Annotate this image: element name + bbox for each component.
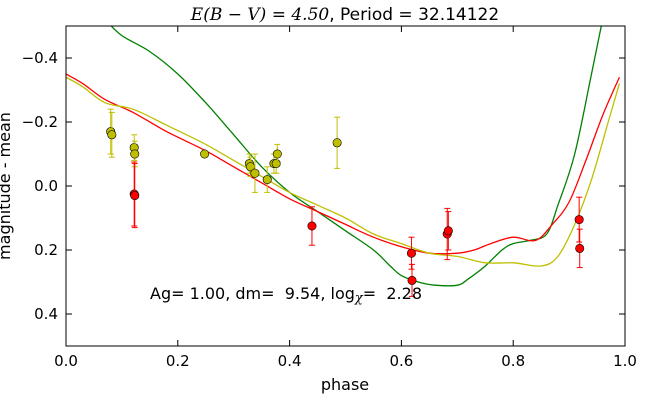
data-point: [262, 175, 272, 185]
x-tick-label: 0.0: [54, 352, 78, 370]
fit-annotation-chi: χ: [354, 291, 364, 306]
data-point: [130, 191, 140, 201]
data-point: [250, 168, 260, 178]
x-tick-label: 1.0: [613, 352, 637, 370]
y-tick-label: 0.2: [34, 241, 58, 259]
data-points: [106, 108, 585, 297]
data-point: [272, 149, 282, 159]
chart-title-math: E(B − V) = 4.50: [190, 5, 330, 25]
fit-curve-4: [66, 76, 621, 267]
data-point: [575, 243, 585, 253]
y-tick-label: 0.0: [34, 177, 58, 195]
x-tick-label: 0.6: [389, 352, 413, 370]
y-axis-label: magnitude - mean: [0, 112, 14, 260]
data-point: [130, 149, 140, 159]
data-point: [574, 215, 584, 225]
chart-title-text: , Period = 32.14122: [329, 5, 499, 25]
x-axis-ticks: 0.0 0.2 0.4 0.6 0.8 1.0: [54, 26, 637, 370]
fit-annotation-prefix: Ag= 1.00, dm= 9.54, log: [150, 284, 355, 303]
y-tick-label: −0.4: [22, 49, 58, 67]
data-point: [107, 130, 117, 140]
data-point: [407, 275, 417, 285]
data-point: [443, 226, 453, 236]
fit-curve-3: [66, 73, 620, 255]
data-point: [406, 248, 416, 258]
data-point: [332, 138, 342, 148]
x-axis-label: phase: [321, 375, 369, 394]
data-point: [307, 221, 317, 231]
fit-curve-2: [110, 26, 602, 287]
fit-curves: [66, 26, 621, 287]
x-tick-label: 0.4: [278, 352, 302, 370]
fit-annotation: Ag= 1.00, dm= 9.54, logχ= 2.28: [150, 284, 422, 306]
chart-title: E(B − V) = 4.50, Period = 32.14122: [190, 5, 499, 25]
y-axis-ticks: −0.4 −0.2 0.0 0.2 0.4: [22, 49, 625, 323]
x-tick-label: 0.2: [166, 352, 190, 370]
fit-annotation-suffix: = 2.28: [363, 284, 422, 303]
y-tick-label: −0.2: [22, 113, 58, 131]
y-tick-label: 0.4: [34, 305, 58, 323]
x-tick-label: 0.8: [501, 352, 525, 370]
data-point: [200, 149, 210, 159]
